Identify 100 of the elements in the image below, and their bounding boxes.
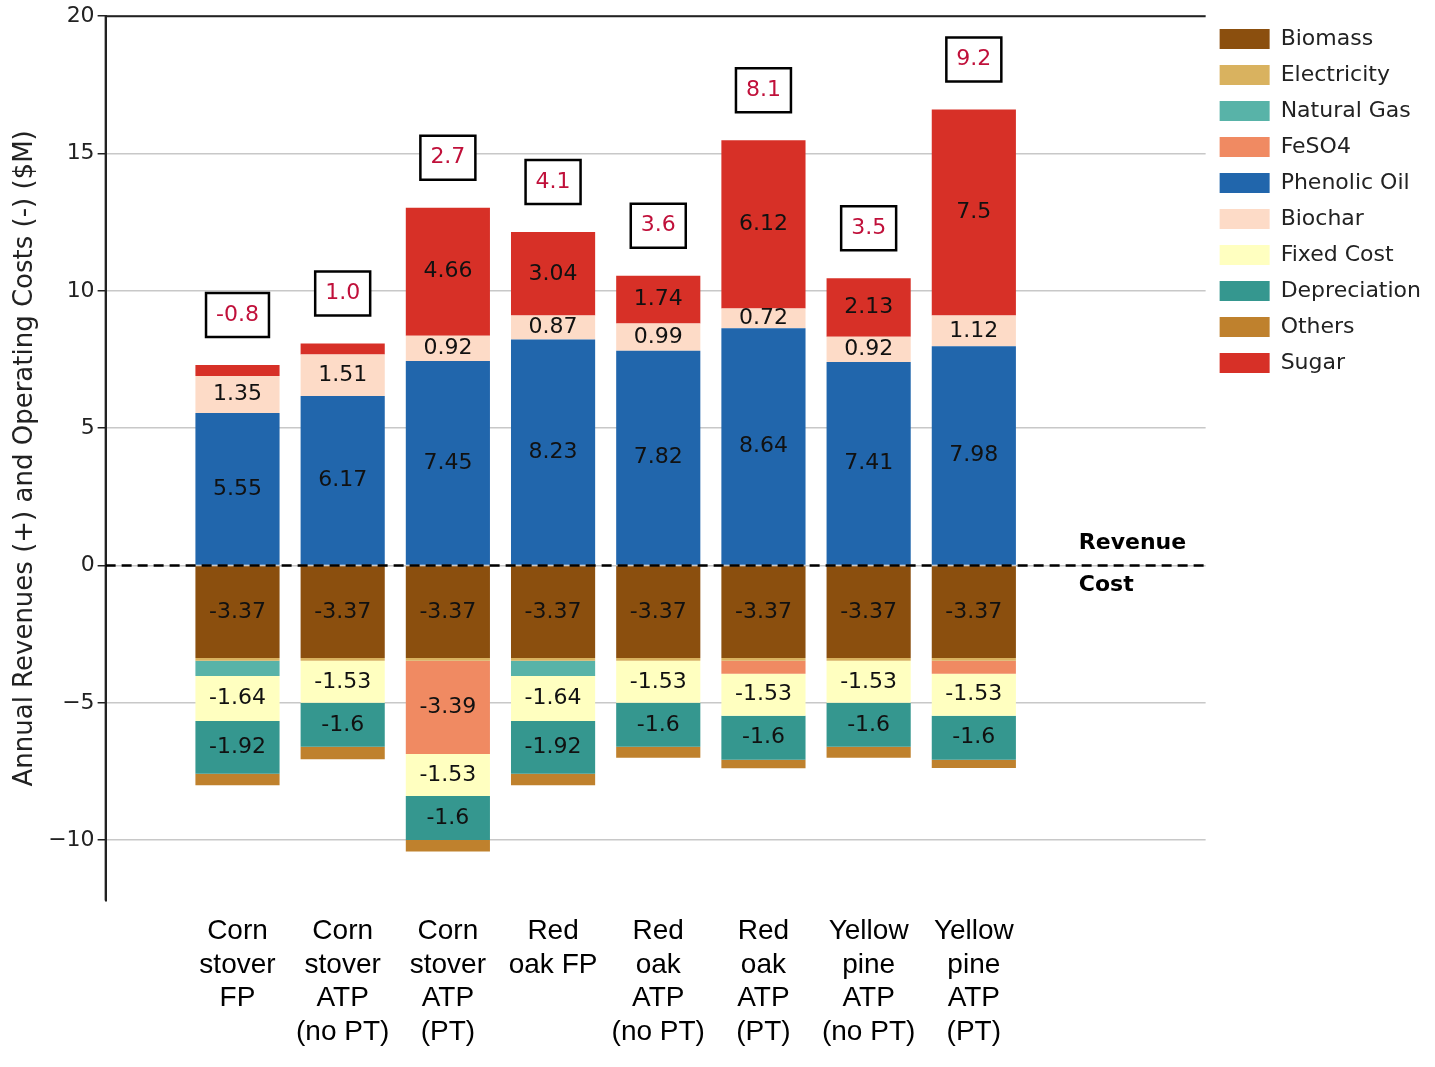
bar xyxy=(195,660,280,676)
legend-label: Depreciation xyxy=(1280,276,1422,302)
y-tick-label: 15 xyxy=(66,139,95,165)
bar xyxy=(510,339,596,565)
annotation: 3.6 xyxy=(640,211,676,237)
bar xyxy=(721,715,806,760)
bar xyxy=(300,702,385,747)
bar xyxy=(300,746,385,760)
annotation: 1.0 xyxy=(325,279,361,305)
bar xyxy=(826,746,911,758)
x-tick-label: Red oak FP xyxy=(508,914,598,979)
annotation: 9.2 xyxy=(956,45,992,71)
data-label: -3.39 xyxy=(419,693,477,719)
data-label: -1.53 xyxy=(419,760,477,786)
data-label: -1.6 xyxy=(847,710,891,736)
data-label: 7.5 xyxy=(956,198,992,224)
data-label: -3.37 xyxy=(209,597,266,623)
data-label: 6.17 xyxy=(318,466,368,492)
y-tick-label: 0 xyxy=(80,551,95,577)
bar xyxy=(405,839,490,852)
legend-label: Biomass xyxy=(1280,24,1374,50)
data-label: -1.6 xyxy=(321,710,365,736)
bar xyxy=(300,354,385,397)
bar xyxy=(195,365,280,376)
bar xyxy=(195,376,280,414)
bar xyxy=(195,566,280,659)
legend-label: Electricity xyxy=(1280,60,1390,86)
bar xyxy=(616,658,701,661)
bar xyxy=(405,360,490,565)
x-tick-label: Red oak ATP (no PT) xyxy=(611,914,705,1046)
bar xyxy=(931,346,1016,565)
bar xyxy=(931,660,1016,674)
data-label: -1.92 xyxy=(209,733,266,759)
legend-label: Natural Gas xyxy=(1280,96,1411,122)
bar xyxy=(405,753,490,796)
data-label: -3.37 xyxy=(314,597,372,623)
data-label: -1.64 xyxy=(524,684,582,710)
bar xyxy=(510,658,596,661)
data-label: -1.53 xyxy=(734,680,792,706)
data-label: 8.23 xyxy=(528,437,578,463)
data-label: 7.41 xyxy=(844,449,894,475)
data-label: -3.37 xyxy=(524,597,582,623)
data-label: 7.98 xyxy=(949,441,999,467)
annotation: 2.7 xyxy=(430,143,466,169)
data-label: 0.99 xyxy=(633,322,683,348)
bar xyxy=(195,720,280,774)
bar xyxy=(510,720,596,774)
bar xyxy=(721,328,806,565)
bar xyxy=(721,140,806,309)
bar xyxy=(510,675,596,721)
bar xyxy=(616,660,701,703)
x-tick-label: Yellow pine ATP (no PT) xyxy=(821,914,916,1046)
bar xyxy=(931,658,1016,661)
bar xyxy=(826,278,911,337)
bar xyxy=(721,660,806,674)
bar xyxy=(826,660,911,703)
data-label: -3.37 xyxy=(840,597,898,623)
bar xyxy=(300,396,385,565)
bar xyxy=(616,275,701,324)
annotation: 3.5 xyxy=(851,213,887,239)
data-label: -1.53 xyxy=(629,667,687,693)
bar xyxy=(721,658,806,661)
legend-label: Sugar xyxy=(1280,348,1346,374)
text: Cost xyxy=(1078,571,1135,597)
bar xyxy=(616,702,701,747)
bar xyxy=(510,232,596,316)
data-label: 6.12 xyxy=(738,210,788,236)
x-tick-label: Corn stover FP xyxy=(199,914,276,1013)
bar xyxy=(931,673,1016,716)
data-label: 1.35 xyxy=(213,380,262,406)
bar xyxy=(931,759,1016,768)
data-label: -1.92 xyxy=(524,733,582,759)
bar xyxy=(405,566,490,659)
bar xyxy=(405,660,490,754)
data-label: -3.37 xyxy=(734,597,792,623)
bar xyxy=(826,362,911,565)
bar xyxy=(195,413,280,565)
data-label: -1.53 xyxy=(945,680,1003,706)
y-tick-label: 5 xyxy=(80,413,95,439)
data-label: 2.13 xyxy=(844,293,894,319)
bar xyxy=(826,702,911,747)
bar xyxy=(931,566,1016,659)
bar xyxy=(826,566,911,659)
x-tick-label: Corn stover ATP (PT) xyxy=(409,914,486,1046)
y-tick-label: −10 xyxy=(48,825,95,851)
data-label: 3.04 xyxy=(528,259,578,285)
data-label: 1.74 xyxy=(633,285,683,311)
legend-label: Phenolic Oil xyxy=(1280,168,1410,194)
bar xyxy=(195,773,280,786)
data-label: 0.87 xyxy=(528,313,578,339)
bar xyxy=(616,350,701,565)
legend-label: FeSO4 xyxy=(1280,132,1351,158)
bar xyxy=(300,658,385,661)
bar xyxy=(405,207,490,336)
data-label: -1.6 xyxy=(741,723,785,749)
data-label: 0.92 xyxy=(423,333,473,359)
y-tick-label: −5 xyxy=(62,688,95,714)
bar xyxy=(616,746,701,758)
bar xyxy=(510,660,596,676)
bar xyxy=(195,675,280,721)
